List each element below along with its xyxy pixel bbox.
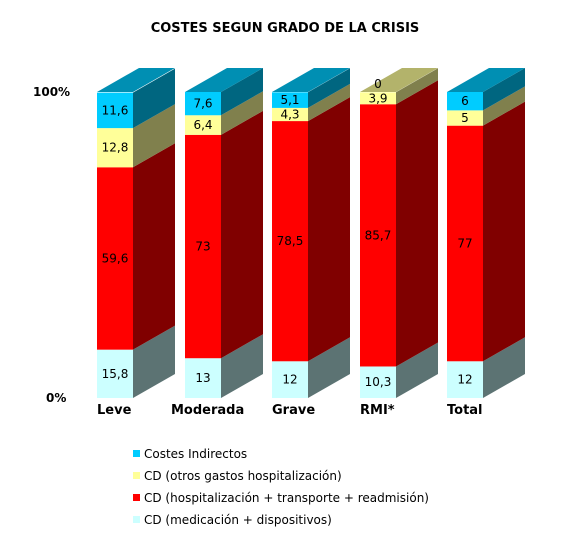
- bar-leve-s1: [97, 167, 133, 350]
- category-label-grave: Grave: [272, 403, 315, 418]
- data-label-grave-s0: 12: [282, 373, 297, 387]
- bar-side-grave-s3: [308, 68, 350, 108]
- bar-leve-s3: [97, 92, 133, 129]
- data-label-moderada-s3: 7,6: [193, 97, 212, 111]
- bar-rmi-s1: [360, 104, 396, 367]
- data-label-total-s1: 77: [457, 236, 472, 250]
- y-tick-0: 0%: [46, 391, 66, 405]
- bar-total-s0: [447, 361, 483, 398]
- data-label-rmi-s1: 85,7: [365, 228, 392, 242]
- legend-swatch-3: [133, 450, 140, 457]
- bar-moderada-s0: [185, 358, 221, 398]
- legend-swatch-0: [133, 516, 140, 523]
- data-label-leve-s2: 12,8: [102, 141, 129, 155]
- bar-leve-s2: [97, 128, 133, 168]
- data-label-moderada-s0: 13: [195, 371, 210, 385]
- data-label-leve-s0: 15,8: [102, 367, 129, 381]
- bar-side-total-s1: [483, 101, 525, 362]
- data-label-total-s2: 5: [461, 111, 469, 125]
- data-label-grave-s1: 78,5: [277, 234, 304, 248]
- bar-top-total: [447, 68, 525, 92]
- category-label-total: Total: [447, 403, 483, 418]
- bar-side-grave-s2: [308, 83, 350, 122]
- legend: Costes Indirectos CD (otros gastos hospit…: [133, 447, 429, 527]
- bar-side-moderada-s1: [221, 110, 263, 359]
- bar-moderada-s3: [185, 92, 221, 116]
- bar-grave-s3: [272, 92, 308, 108]
- bar-side-leve-s3: [133, 68, 175, 129]
- bar-side-leve-s2: [133, 104, 175, 168]
- bar-side-moderada-s0: [221, 334, 263, 398]
- data-label-leve-s1: 59,6: [102, 251, 129, 265]
- bar-side-rmi-s0: [396, 342, 438, 398]
- category-label-moderada: Moderada: [171, 403, 244, 418]
- bar-top-leve: [97, 68, 175, 92]
- bar-side-grave-s0: [308, 337, 350, 398]
- y-tick-100: 100%: [33, 85, 70, 99]
- bar-side-leve-s0: [133, 325, 175, 398]
- bar-rmi-s2: [360, 92, 396, 105]
- category-label-rmi: RMI*: [360, 403, 395, 418]
- data-label-grave-s2: 4,3: [280, 107, 299, 121]
- legend-label-0: CD (medicación + dispositivos): [144, 513, 332, 527]
- legend-label-3: Costes Indirectos: [144, 447, 247, 461]
- category-labels: Leve Moderada Grave RMI* Total: [97, 403, 483, 418]
- bar-side-leve-s1: [133, 143, 175, 350]
- bars-group: 15,8 59,6 12,8 11,6 13 73 6,4 7,6 12 78,5 4,35,1 10…: [97, 68, 525, 398]
- bar-side-grave-s1: [308, 97, 350, 362]
- data-label-leve-s3: 11,6: [102, 103, 129, 117]
- data-label-rmi-s2: 3,9: [368, 91, 387, 105]
- bar-side-total-s2: [483, 86, 525, 126]
- data-label-total-s3: 6: [461, 94, 469, 108]
- bar-rmi-s0: [360, 366, 396, 398]
- bar-side-total-s0: [483, 337, 525, 398]
- bar-top-grave: [272, 68, 350, 92]
- bar-side-total-s3: [483, 68, 525, 111]
- data-label-moderada-s1: 73: [195, 240, 210, 254]
- chart-title: COSTES SEGUN GRADO DE LA CRISIS: [151, 21, 420, 36]
- bar-side-rmi-s2: [396, 68, 438, 105]
- bar-top-rmi: [360, 68, 438, 92]
- bar-leve-s0: [97, 349, 133, 398]
- data-label-grave-s3: 5,1: [280, 93, 299, 107]
- bar-grave-s2: [272, 107, 308, 122]
- bar-total-s3: [447, 92, 483, 111]
- category-label-leve: Leve: [97, 403, 132, 418]
- data-label-total-s0: 12: [457, 373, 472, 387]
- data-label-rmi-s3: 0: [374, 77, 382, 91]
- legend-swatch-2: [133, 472, 140, 479]
- bar-side-moderada-s2: [221, 91, 263, 135]
- bar-total-s2: [447, 110, 483, 126]
- bar-total-s1: [447, 125, 483, 362]
- data-label-moderada-s2: 6,4: [193, 118, 212, 132]
- bar-grave-s0: [272, 361, 308, 398]
- bar-side-rmi-s1: [396, 80, 438, 367]
- legend-label-1: CD (hospitalización + transporte + readm…: [144, 491, 429, 505]
- bar-moderada-s1: [185, 134, 221, 359]
- bar-side-moderada-s3: [221, 68, 263, 116]
- data-label-rmi-s0: 10,3: [365, 375, 392, 389]
- bar-grave-s1: [272, 121, 308, 362]
- bar-moderada-s2: [185, 115, 221, 135]
- legend-swatch-1: [133, 494, 140, 501]
- legend-label-2: CD (otros gastos hospitalización): [144, 469, 342, 483]
- bar-top-moderada: [185, 68, 263, 92]
